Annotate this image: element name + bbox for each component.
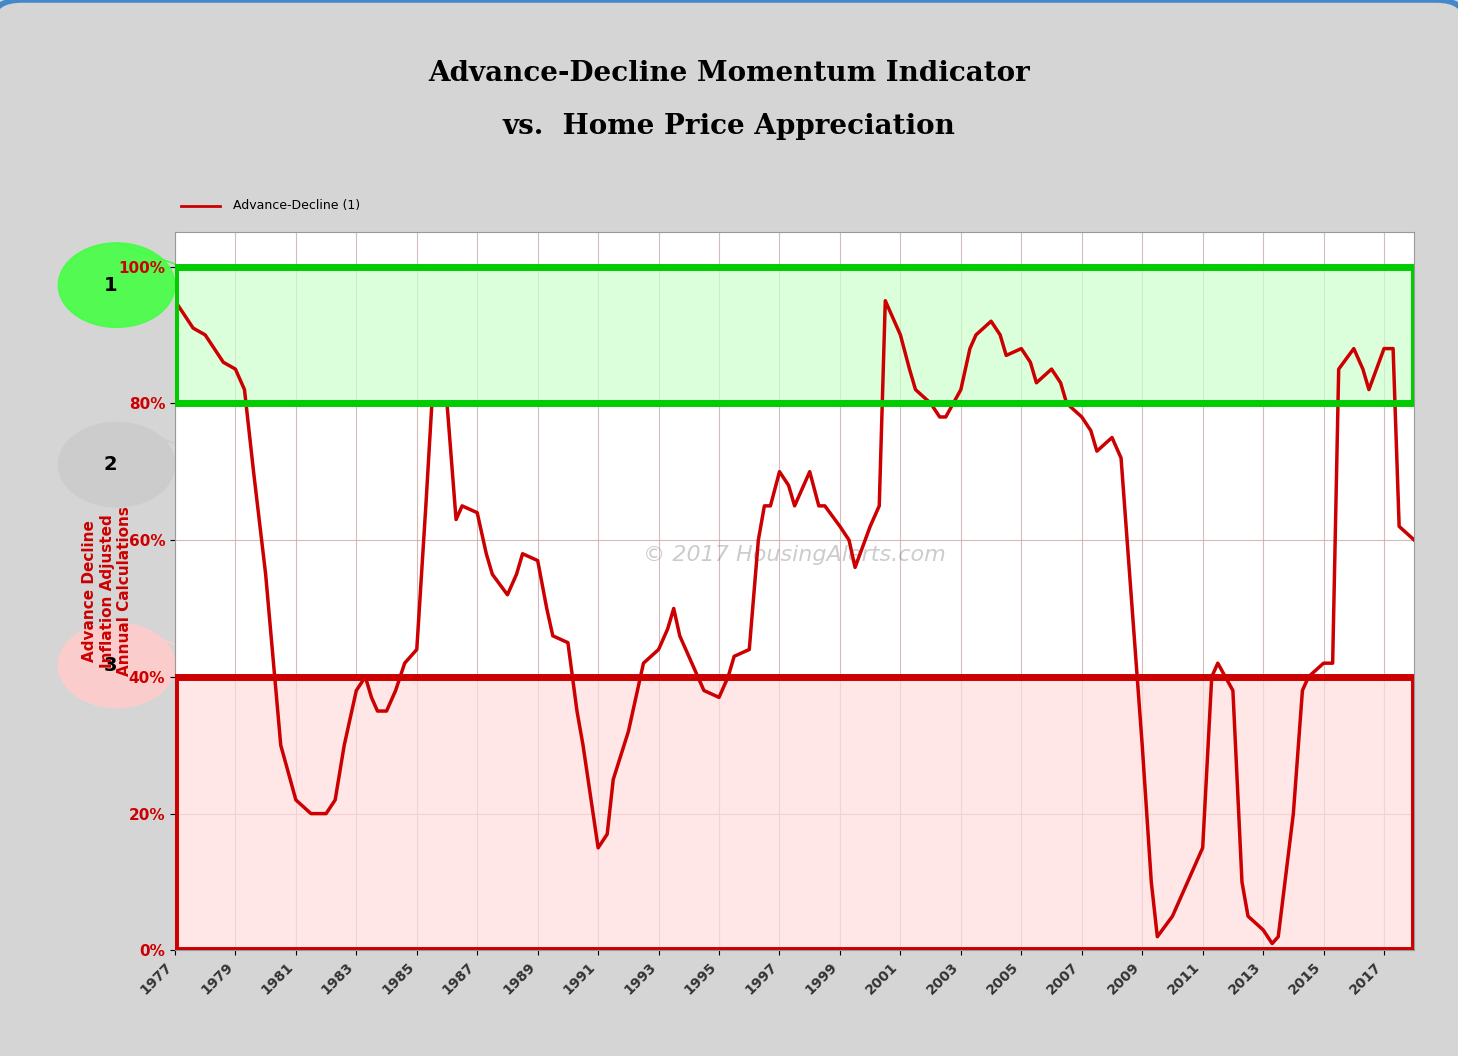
Bar [175,266,1414,403]
Text: 1: 1 [104,276,118,295]
Y-axis label: Advance Decline
Inflation Adjusted
Annual Calculations: Advance Decline Inflation Adjusted Annua… [82,507,133,676]
Polygon shape [58,623,233,708]
Bar [175,677,1414,950]
Text: vs.  Home Price Appreciation: vs. Home Price Appreciation [503,113,955,140]
Text: 3: 3 [104,656,118,675]
Bar [175,266,1414,403]
Text: Advance-Decline (1): Advance-Decline (1) [233,200,360,212]
Text: 2: 2 [104,455,118,474]
Text: Advance-Decline Momentum Indicator: Advance-Decline Momentum Indicator [429,60,1029,88]
Polygon shape [58,422,233,507]
Bar [175,677,1414,950]
Text: © 2017 HousingAlerts.com: © 2017 HousingAlerts.com [643,546,946,565]
Polygon shape [58,243,233,327]
